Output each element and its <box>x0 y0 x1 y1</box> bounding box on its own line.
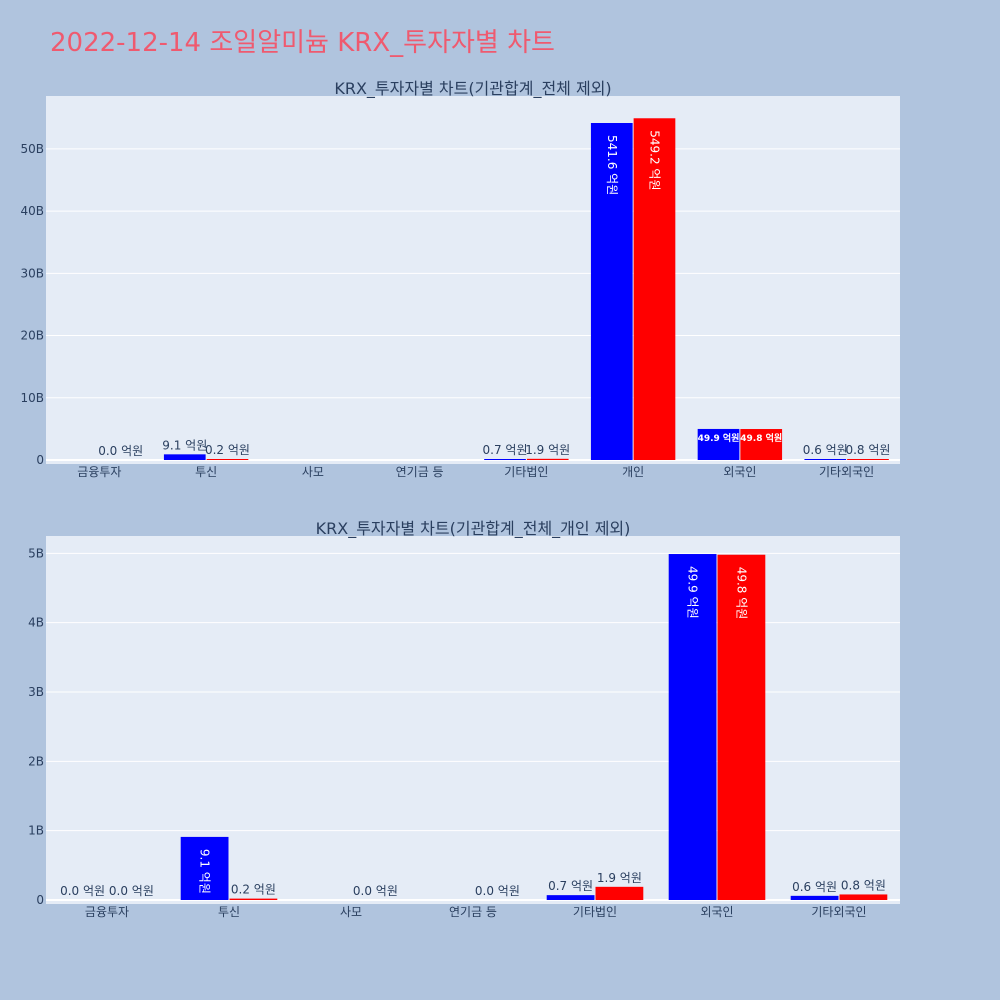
data-label: 1.9 억원 <box>597 871 642 885</box>
data-label: 9.1 억원 <box>162 438 207 452</box>
x-tick-label: 기타외국인 <box>819 465 874 479</box>
bar <box>668 554 717 900</box>
x-tick-label: 기타법인 <box>573 905 617 919</box>
bar <box>229 898 278 900</box>
x-tick-label: 금융투자 <box>85 905 129 919</box>
bar <box>526 458 569 460</box>
x-tick-label: 투신 <box>218 905 240 919</box>
data-label: 0.0 억원 <box>109 884 154 898</box>
y-tick-label: 0 <box>36 893 44 907</box>
x-tick-label: 개인 <box>622 465 644 479</box>
y-tick-label: 10B <box>20 391 44 405</box>
data-label: 0.0 억원 <box>475 884 520 898</box>
data-label: 0.8 억원 <box>841 878 886 892</box>
data-label: 49.9 억원 <box>686 566 700 619</box>
y-tick-label: 50B <box>20 142 44 156</box>
data-label: 0.0 억원 <box>60 884 105 898</box>
bar <box>633 118 676 460</box>
y-tick-label: 1B <box>28 824 44 838</box>
x-tick-label: 외국인 <box>723 465 756 479</box>
x-tick-label: 사모 <box>340 905 362 919</box>
data-label: 0.0 억원 <box>353 884 398 898</box>
bar <box>790 895 839 900</box>
data-label: 0.7 억원 <box>483 443 528 457</box>
data-label: 0.6 억원 <box>803 443 848 457</box>
bar <box>180 836 229 900</box>
bar <box>484 459 526 460</box>
data-label: 0.8 억원 <box>845 443 890 457</box>
x-tick-label: 금융투자 <box>77 465 121 479</box>
y-tick-label: 4B <box>28 616 44 630</box>
y-tick-label: 3B <box>28 685 44 699</box>
data-label: 0.6 억원 <box>792 880 837 894</box>
chart-title-2: KRX_투자자별 차트(기관합계_전체_개인 제외) <box>316 519 631 539</box>
bar <box>740 429 783 460</box>
data-label: 0.7 억원 <box>548 879 593 893</box>
page-title: 2022-12-14 조일알미늄 KRX_투자자별 차트 <box>50 28 555 58</box>
data-label: 549.2 억원 <box>647 130 661 190</box>
data-label: 0.2 억원 <box>231 883 276 897</box>
bar <box>839 894 888 900</box>
y-tick-label: 5B <box>28 546 44 560</box>
data-label: 1.9 억원 <box>525 443 570 457</box>
x-tick-label: 연기금 등 <box>449 905 497 919</box>
bar <box>847 459 889 460</box>
data-label: 0.0 억원 <box>98 444 143 458</box>
bar <box>717 554 766 900</box>
x-tick-label: 기타외국인 <box>811 905 866 919</box>
plot-area-2 <box>46 536 900 904</box>
bar <box>163 454 206 460</box>
data-label: 0.2 억원 <box>205 443 250 457</box>
data-label: 9.1 억원 <box>198 849 212 894</box>
y-tick-label: 20B <box>20 329 44 343</box>
x-tick-label: 기타법인 <box>504 465 548 479</box>
y-tick-label: 0 <box>36 453 44 467</box>
y-tick-label: 40B <box>20 204 44 218</box>
x-tick-label: 투신 <box>195 465 217 479</box>
bar <box>804 459 847 460</box>
data-label: 49.9 억원 <box>698 432 740 444</box>
data-label: 49.8 억원 <box>734 567 748 620</box>
plot-area-1 <box>46 96 900 464</box>
y-tick-label: 30B <box>20 266 44 280</box>
y-tick-label: 2B <box>28 754 44 768</box>
x-tick-label: 연기금 등 <box>396 465 444 479</box>
x-tick-label: 사모 <box>302 465 324 479</box>
bar <box>697 428 740 460</box>
bar <box>595 886 644 900</box>
chart-title-1: KRX_투자자별 차트(기관합계_전체 제외) <box>334 79 611 99</box>
bar <box>590 123 633 460</box>
data-label: 49.8 억원 <box>740 432 782 444</box>
x-tick-label: 외국인 <box>700 905 733 919</box>
data-label: 541.6 억원 <box>605 135 619 195</box>
bar <box>206 459 249 460</box>
bar <box>546 895 595 900</box>
